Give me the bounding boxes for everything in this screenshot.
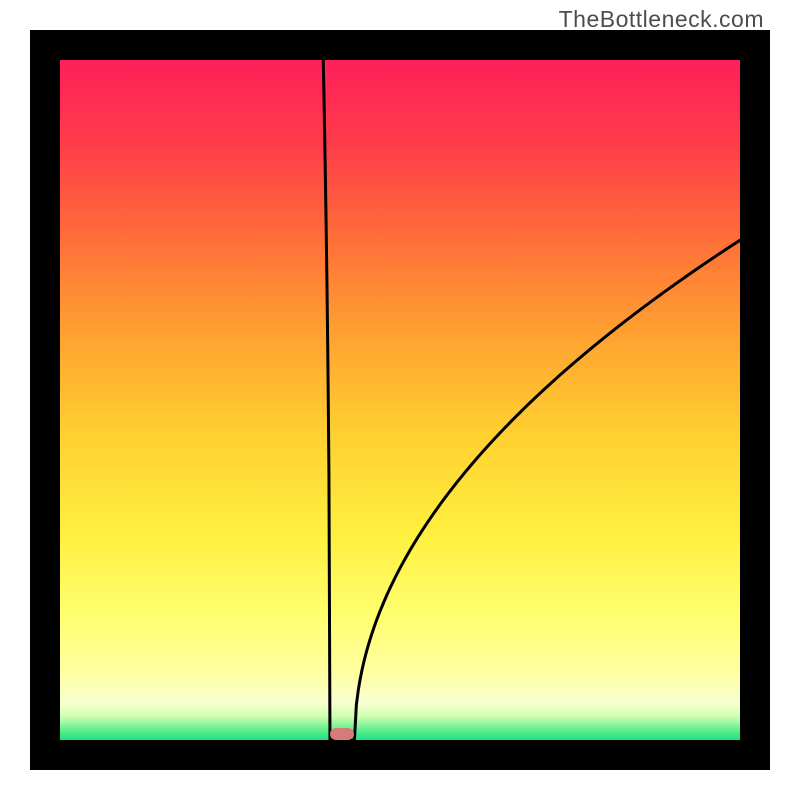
curve-right-branch	[354, 240, 740, 740]
chart-root: TheBottleneck.com	[0, 0, 800, 800]
plot-area	[60, 60, 740, 740]
minimum-marker	[330, 728, 354, 740]
watermark-text: TheBottleneck.com	[559, 6, 764, 33]
bottleneck-curve	[60, 60, 740, 740]
curve-left-branch	[323, 60, 355, 740]
